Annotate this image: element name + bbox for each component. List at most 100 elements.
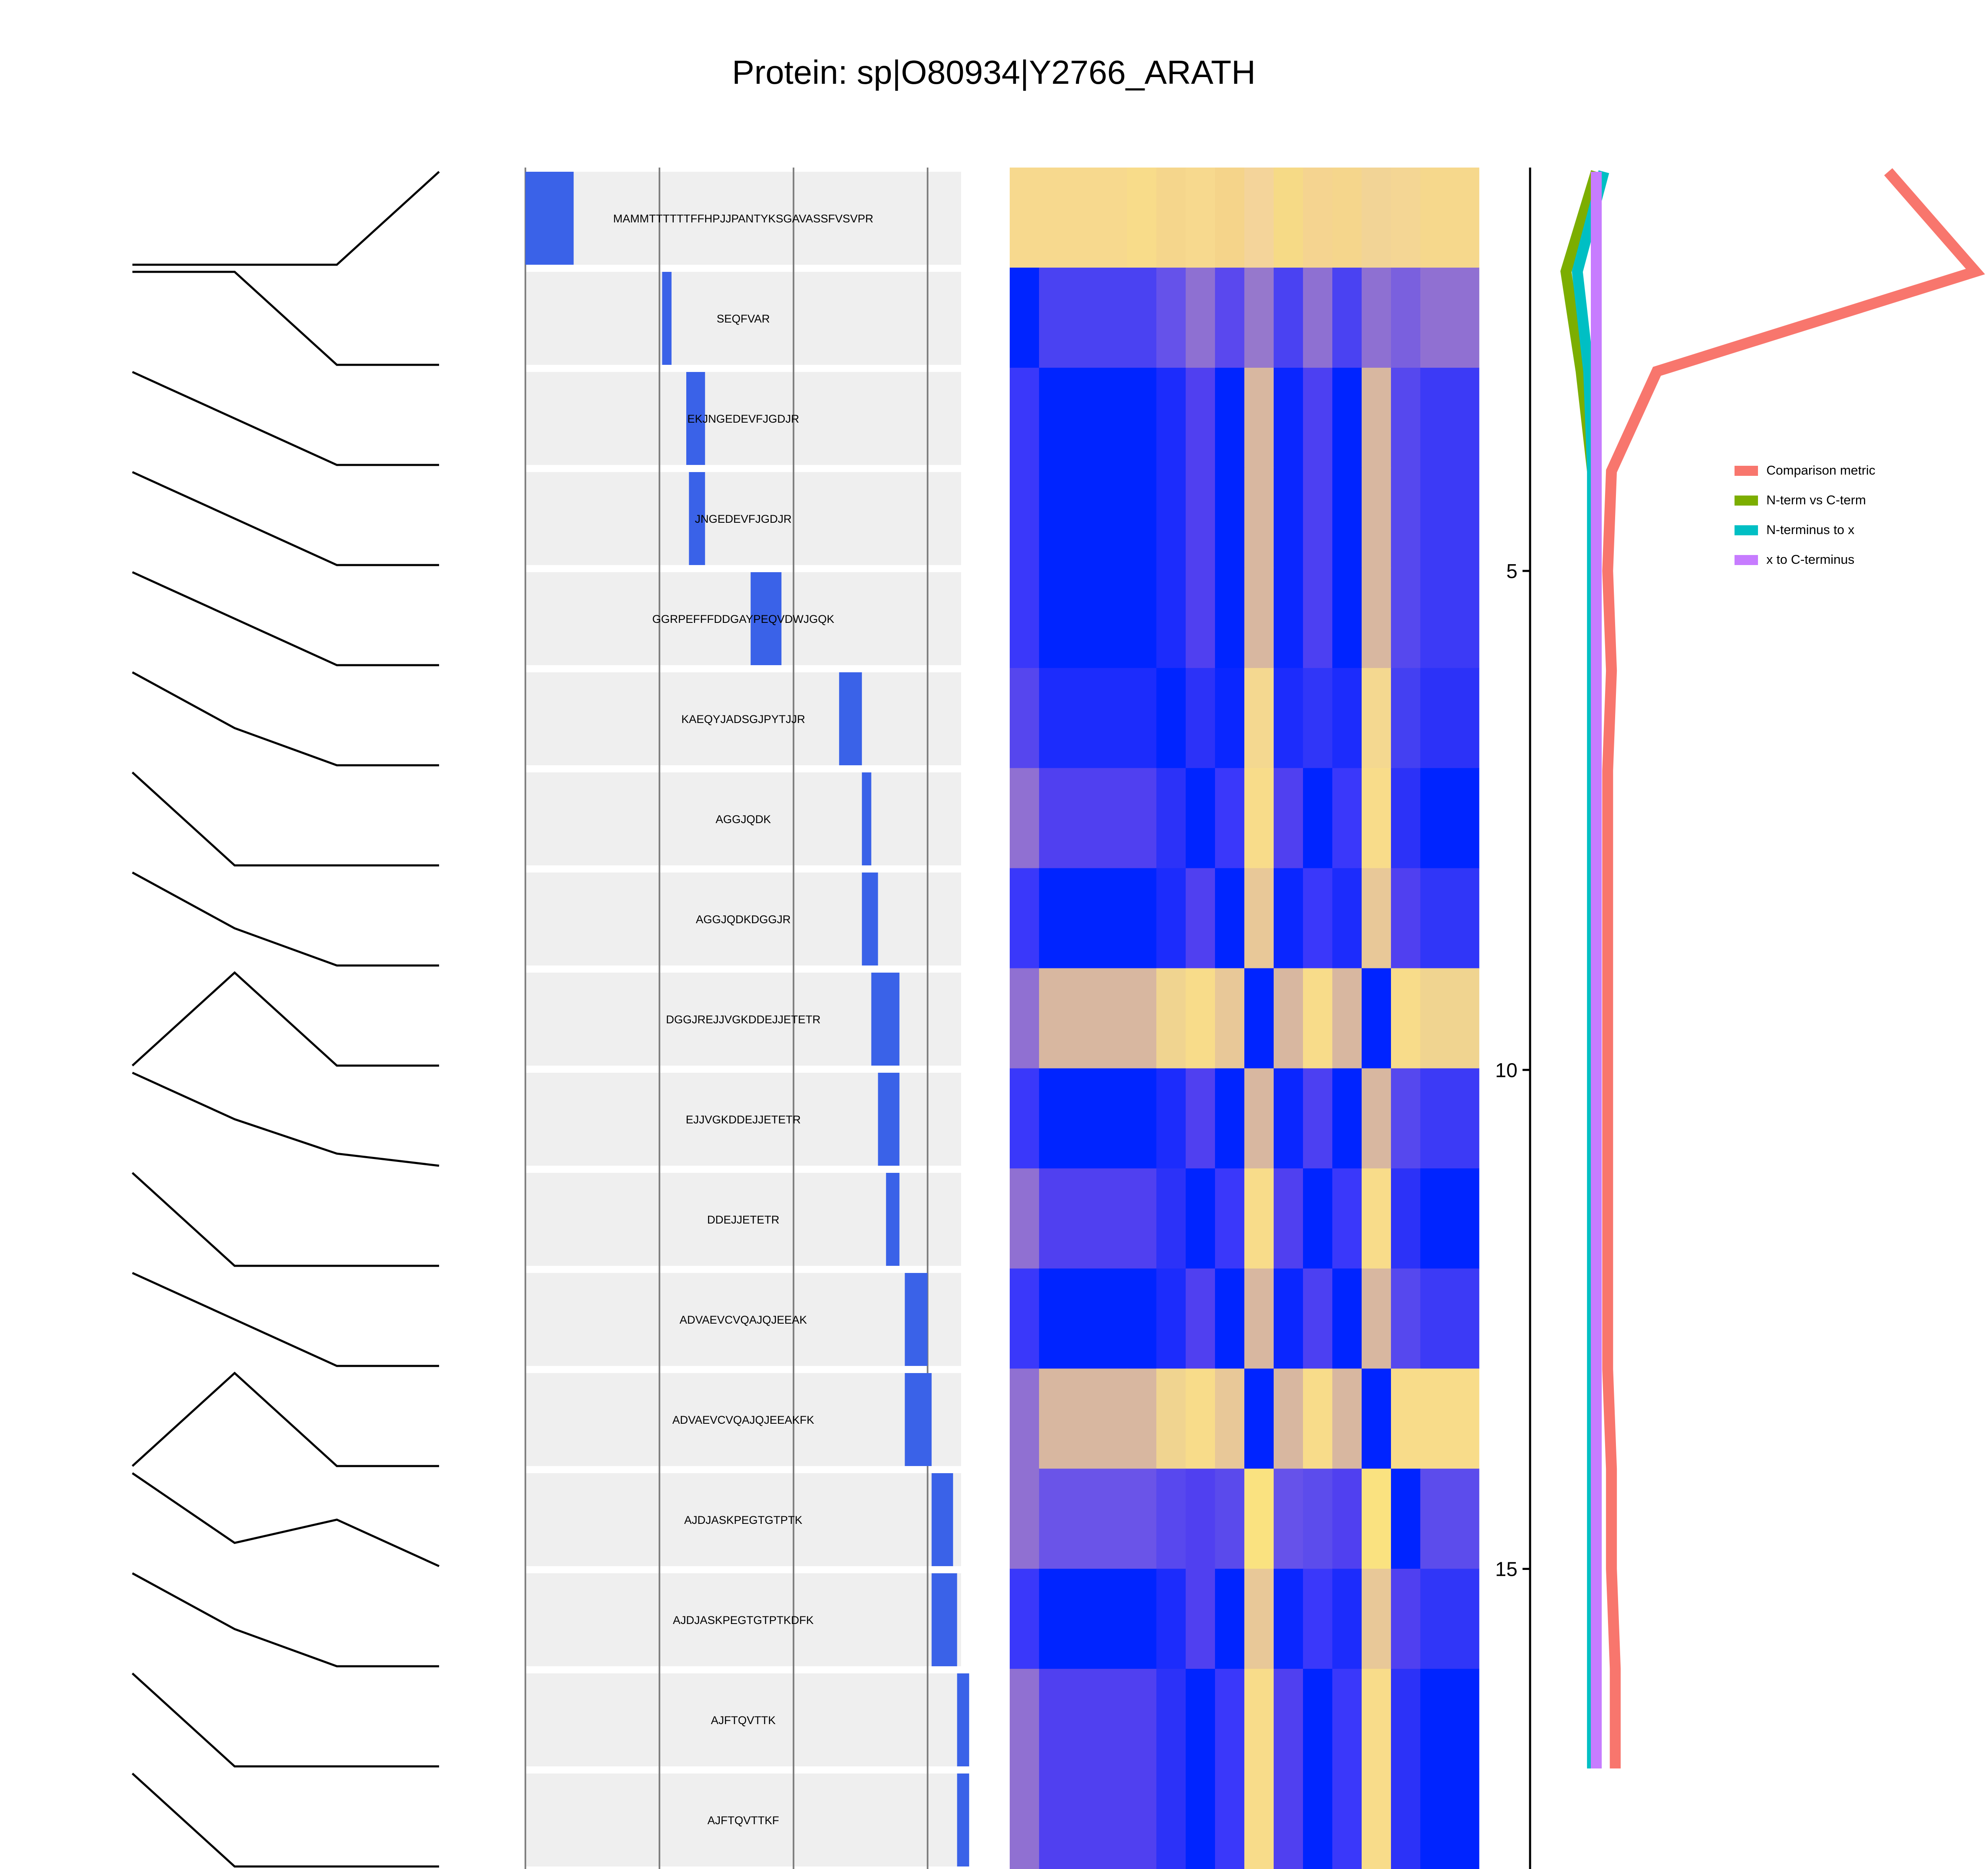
peptide-bar [525, 172, 574, 265]
heatmap-cell [1244, 1569, 1274, 1669]
heatmap-cell [1127, 367, 1157, 468]
heatmap-cell [1186, 768, 1215, 869]
heatmap-cell [1127, 1769, 1157, 1869]
heatmap-cell [1332, 768, 1362, 869]
peptide-bar [750, 572, 782, 665]
heatmap-cell [1274, 467, 1303, 568]
heatmap-cell [1391, 968, 1421, 1069]
heatmap-cell [1362, 1168, 1391, 1269]
heatmap-cell [1127, 568, 1157, 669]
heatmap-cell [1303, 1268, 1333, 1369]
heatmap-cell [1332, 1669, 1362, 1769]
heatmap-cell [1420, 1068, 1479, 1169]
legend-label: Comparison metric [1766, 463, 1875, 478]
peptide-label: AJDJASKPEGTGTPTKDFK [673, 1614, 814, 1626]
heatmap-cell [1303, 168, 1333, 268]
peptide-label: SEQFVAR [716, 312, 770, 325]
heatmap-cell [1391, 1268, 1421, 1369]
heatmap-cell [1156, 1469, 1186, 1569]
coverage-panel: MAMMTTTTTTFFHPJJPANTYKSGAVASSFVSVPR SEQFV… [525, 168, 969, 1869]
metric-tick-label: 15 [1495, 1559, 1517, 1581]
heatmap-cell [1186, 568, 1215, 669]
heatmap-cell [1215, 568, 1245, 669]
heatmap-cell [1127, 1669, 1157, 1769]
heatmap-cell [1274, 768, 1303, 869]
heatmap-cell [1215, 267, 1245, 368]
coverage-row-bg [525, 272, 961, 365]
heatmap-cell [1420, 1168, 1479, 1269]
heatmap-cell [1391, 1769, 1421, 1869]
heatmap-cell [1362, 467, 1391, 568]
heatmap-cell [1420, 668, 1479, 769]
peptide-bar [689, 472, 705, 565]
heatmap-cell [1186, 1368, 1215, 1469]
heatmap-cell [1156, 1168, 1186, 1269]
profile-line [132, 471, 439, 566]
heatmap-cell [1215, 1268, 1245, 1369]
heatmap-cell [1010, 1268, 1039, 1369]
metric-tick-label: 10 [1495, 1059, 1517, 1082]
heatmap-cell [1274, 1669, 1303, 1769]
peptide-bar [957, 1673, 969, 1766]
heatmap-cell [1156, 1268, 1186, 1369]
heatmap-cell [1156, 968, 1186, 1069]
heatmap-cell [1010, 1769, 1039, 1869]
heatmap-cell [1303, 1368, 1333, 1469]
heatmap-cell [1039, 868, 1127, 969]
heatmap-cell [1244, 768, 1274, 869]
heatmap-cell [1303, 467, 1333, 568]
coverage-row-bg [525, 772, 961, 865]
peptide-label: DGGJREJJVGKDDEJJETETR [666, 1013, 820, 1026]
heatmap-cell [1391, 1669, 1421, 1769]
heatmap-cell [1215, 1469, 1245, 1569]
legend-swatch [1735, 466, 1758, 476]
heatmap-cell [1156, 367, 1186, 468]
coverage-row-bg [525, 472, 961, 565]
peptide-bar [931, 1573, 957, 1666]
heatmap-cell [1420, 467, 1479, 568]
metric-tick-label: 5 [1506, 560, 1517, 583]
heatmap-cell [1010, 367, 1039, 468]
peptide-label: DDEJJETETR [707, 1213, 780, 1226]
heatmap-cell [1186, 1669, 1215, 1769]
heatmap-cell [1274, 1569, 1303, 1669]
coverage-row-bg [525, 1673, 961, 1766]
heatmap-cell [1039, 1268, 1127, 1369]
heatmap-cell [1391, 668, 1421, 769]
heatmap-cell [1420, 1669, 1479, 1769]
legend-swatch [1735, 555, 1758, 565]
heatmap-cell [1010, 1068, 1039, 1169]
heatmap-cell [1215, 367, 1245, 468]
peptide-bar [931, 1473, 953, 1566]
heatmap-cell [1186, 1168, 1215, 1269]
heatmap-cell [1274, 568, 1303, 669]
heatmap-cell [1156, 668, 1186, 769]
heatmap-cell [1420, 768, 1479, 869]
profile-panel [132, 171, 440, 1868]
profile-line [132, 271, 439, 366]
heatmap-cell [1039, 1168, 1127, 1269]
heatmap-cell [1244, 1368, 1274, 1469]
heatmap-cell [1274, 968, 1303, 1069]
peptide-bar [905, 1373, 932, 1466]
heatmap-cell [1039, 168, 1127, 268]
heatmap-cell [1186, 1068, 1215, 1169]
heatmap-cell [1156, 1769, 1186, 1869]
heatmap-cell [1362, 1669, 1391, 1769]
heatmap-cell [1215, 868, 1245, 969]
profile-line [132, 871, 439, 967]
peptide-label: AGGJQDKDGGJR [696, 913, 791, 926]
heatmap-cell [1186, 1469, 1215, 1569]
heatmap-cell [1244, 668, 1274, 769]
peptide-label: AJDJASKPEGTGTPTK [684, 1514, 802, 1526]
heatmap-cell [1010, 168, 1039, 268]
peptide-label: KAEQYJADSGJPYTJJR [681, 713, 805, 725]
heatmap-cell [1303, 1669, 1333, 1769]
peptide-bar [886, 1173, 900, 1266]
heatmap-cell [1215, 1068, 1245, 1169]
heatmap-cell [1010, 868, 1039, 969]
heatmap-cell [1127, 668, 1157, 769]
heatmap-cell [1039, 1368, 1127, 1469]
heatmap-cell [1186, 1569, 1215, 1669]
